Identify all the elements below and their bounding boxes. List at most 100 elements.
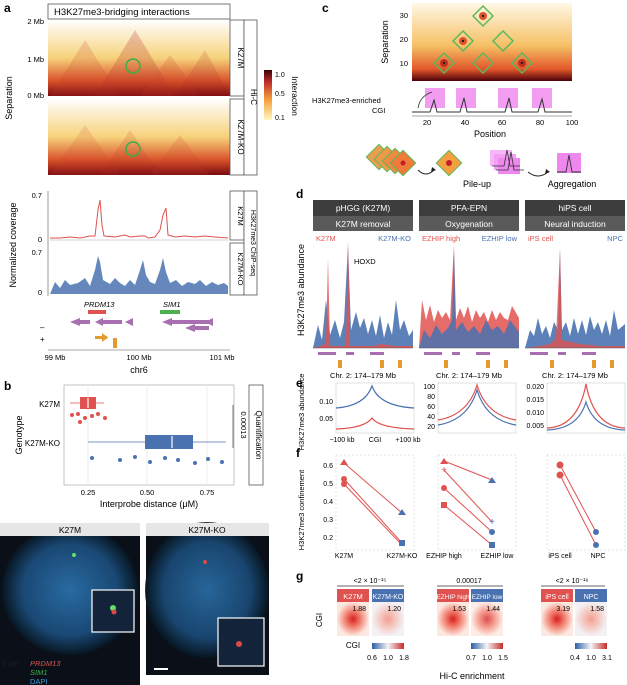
g-cb2-max: 1.5 <box>498 655 508 662</box>
f3-x-npc: NPC <box>591 553 606 560</box>
e-ylabel: H3K27me3 abundance <box>297 374 306 451</box>
strip-k27mko: K27M-KO <box>236 119 245 154</box>
g-tile-npc: NPC 1.58 <box>575 589 607 636</box>
svg-text:1.44: 1.44 <box>486 606 500 613</box>
panel-d: d H3K27me3 abundance pHGG (K27M) K27M re… <box>296 187 625 380</box>
d-g1-xlabel: Chr. 2: 174–179 Mb <box>330 371 396 380</box>
cb-tick-01: 0.1 <box>275 115 285 122</box>
g-tile-ezhip-high: EZHIP high 1.53 <box>436 589 470 636</box>
g-pval-3: <2 × 10⁻¹⁶ <box>556 578 589 585</box>
svg-text:EZHIP low: EZHIP low <box>472 594 503 601</box>
e1-ytick-010: 0.10 <box>319 399 333 406</box>
hic-k27mko-highlight-circle <box>125 141 141 157</box>
xtick-100mb: 100 Mb <box>126 353 151 362</box>
svg-text:1.58: 1.58 <box>590 606 604 613</box>
c-xtick-40: 40 <box>461 118 469 127</box>
c-ytick-30: 30 <box>400 11 408 20</box>
e3-ytick-010: 0.010 <box>526 410 544 417</box>
c-track-label-1: H3K27me3-enriched <box>312 96 381 105</box>
b-cat-k27m: K27M <box>39 400 60 409</box>
g-cb3-max: 3.1 <box>602 655 612 662</box>
e2-ytick-100: 100 <box>423 384 435 391</box>
d-g2-subtitle: Oxygenation <box>445 219 493 229</box>
gene-arrows <box>70 318 213 332</box>
strip-k27m: K27M <box>236 48 245 69</box>
f2-x-low: EZHIP low <box>481 553 515 560</box>
svg-text:3.19: 3.19 <box>556 606 570 613</box>
xtick-99mb: 99 Mb <box>45 353 66 362</box>
cov-strip-k27mko: K27M-KO <box>236 253 245 286</box>
c-track-label-2: CGI <box>372 106 385 115</box>
hic-ytick-1mb: 1 Mb <box>27 55 44 64</box>
cov-track-k27m <box>50 199 229 239</box>
interaction-colorbar <box>264 70 272 120</box>
hic-map-k27m <box>48 20 230 96</box>
hic-k27mko-texture <box>50 125 210 175</box>
d-g2-xlabel: Chr. 2: 174–179 Mb <box>436 371 502 380</box>
box-k27mko <box>145 435 193 449</box>
panel-f-letter: f <box>296 446 301 460</box>
g-cb2-mid: 1.0 <box>482 655 492 662</box>
e1-ytick-005: 0.05 <box>319 416 333 423</box>
c-xtick-80: 80 <box>536 118 544 127</box>
c-diamonds <box>432 4 534 75</box>
svg-text:iPS cell: iPS cell <box>545 594 569 601</box>
e3-ytick-020: 0.020 <box>526 384 544 391</box>
points-k27mko <box>90 455 224 465</box>
cov-bottom-ytick-07: 0.7 <box>32 248 42 257</box>
svg-text:1.20: 1.20 <box>387 606 401 613</box>
panel-d-letter: d <box>296 187 303 201</box>
e3-ytick-015: 0.015 <box>526 397 544 404</box>
d-g1-left: K27M <box>316 234 336 243</box>
g-cb3-mid: 1.0 <box>586 655 596 662</box>
svg-text:1.53: 1.53 <box>452 606 466 613</box>
f-ytick-05: 0.5 <box>323 481 333 488</box>
e2-ytick-40: 40 <box>427 414 435 421</box>
image-label-k27mko: K27M-KO <box>188 525 226 535</box>
e3-ytick-005: 0.005 <box>526 423 544 430</box>
cov-top-ytick-07: 0.7 <box>32 191 42 200</box>
c-cgi-track <box>412 97 572 113</box>
f-ytick-03: 0.3 <box>323 517 333 524</box>
legend-dapi: DAPI <box>30 677 48 685</box>
d-g1-right: K27M-KO <box>378 234 411 243</box>
c-xtick-100: 100 <box>566 118 579 127</box>
d-g2-left: EZHIP high <box>422 234 460 243</box>
g-cb2-min: 0.7 <box>466 655 476 662</box>
c-xtick-20: 20 <box>423 118 431 127</box>
cov-strip-k27m: K27M <box>236 206 245 226</box>
g-tile-ips: iPS cell 3.19 <box>541 589 573 636</box>
b-ylabel: Genotype <box>14 415 24 454</box>
points-k27m <box>70 412 107 424</box>
c-ylabel: Separation <box>380 20 390 64</box>
f3-x-ips: iPS cell <box>548 553 572 560</box>
d-ylabel: H3K27me3 abundance <box>296 244 306 336</box>
cov-ylabel: Normalized coverage <box>8 202 18 287</box>
svg-text:K27M: K27M <box>343 592 363 601</box>
g-colorbar-2 <box>471 643 503 649</box>
g-cb1-min: 0.6 <box>367 655 377 662</box>
strip-hic-box <box>243 19 258 176</box>
hic-map-k27mko <box>48 99 230 175</box>
legend-sim1: SIM1 <box>30 668 48 677</box>
strand-minus: – <box>40 323 45 332</box>
panel-f: f H3K27me3 confinement 0.6 0.5 0.4 0.3 0… <box>296 446 626 560</box>
e-xtick-cgi: CGI <box>369 437 382 444</box>
svg-text:K27M-KO: K27M-KO <box>373 594 404 601</box>
b-xtick-025: 0.25 <box>81 488 96 497</box>
panel-g: g <2 × 10⁻¹⁵ 0.00017 <2 × 10⁻¹⁶ K27M 1.8… <box>296 569 612 681</box>
g-pval-1: <2 × 10⁻¹⁵ <box>354 578 387 585</box>
hic-k27m-texture <box>50 30 230 96</box>
f2-x-high: EZHIP high <box>426 553 462 560</box>
image-label-k27m: K27M <box>59 525 81 535</box>
f-ytick-02: 0.2 <box>323 535 333 542</box>
b-xtick-075: 0.75 <box>200 488 215 497</box>
panel-a-xlabel: chr6 <box>130 365 148 375</box>
e1-red <box>335 416 415 430</box>
c-aggregation-label: Aggregation <box>548 179 597 189</box>
c-aggregation-stack <box>490 149 524 174</box>
g-pval-2: 0.00017 <box>456 578 481 585</box>
panel-e-letter: e <box>296 376 303 390</box>
d-g3-xlabel: Chr. 2: 174–179 Mb <box>542 371 608 380</box>
svg-text:NPC: NPC <box>584 594 599 601</box>
